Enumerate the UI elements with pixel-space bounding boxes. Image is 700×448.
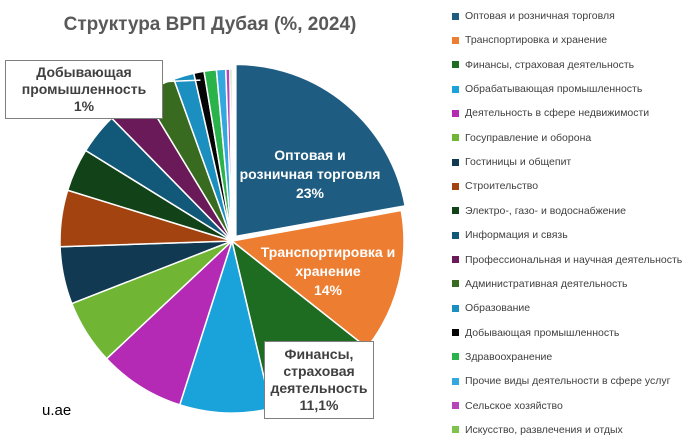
callout-mining-label: Добывающая промышленность (21, 64, 147, 97)
legend-label: Оптовая и розничная торговля (465, 10, 615, 22)
slice-label-2: Транспортировка и хранение 14% (261, 244, 395, 298)
legend-label: Искусство, развлечения и отдых (465, 423, 623, 436)
legend-item: Административная деятельность (452, 274, 627, 294)
legend-label: Электро-, газо- и водоснабжение (465, 204, 626, 217)
legend-item: Деятельность в сфере недвижимости (452, 103, 649, 123)
legend-item: Искусство, развлечения и отдых (452, 420, 623, 440)
legend-label: Деятельность в сфере недвижимости (465, 107, 650, 120)
legend-swatch (452, 402, 459, 410)
pie-slices (59, 63, 406, 414)
legend-item: Госуправление и оборона (452, 128, 591, 148)
legend-swatch (452, 207, 459, 215)
legend-swatch (452, 353, 459, 361)
chart-title: Структура ВРП Дубая (%, 2024) (63, 14, 357, 35)
legend-item: Здравоохранение (452, 347, 552, 367)
legend-swatch (452, 134, 459, 142)
callout-mining: Добывающая промышленность 1% (5, 60, 163, 119)
legend-label: Госуправление и оборона (465, 131, 592, 144)
legend-swatch (452, 36, 459, 44)
source-label: u.ae (42, 402, 72, 419)
legend-label: Сельское хозяйство (465, 399, 563, 412)
legend-label: Прочие виды деятельности в сфере услуг (465, 375, 671, 388)
legend-swatch (452, 61, 459, 69)
slice-label-1: Оптовая и розничная торговля 23% (240, 147, 381, 201)
legend-swatch (452, 377, 459, 385)
legend-swatch (452, 231, 459, 239)
legend-item: Профессиональная и научная деятельность (452, 250, 682, 270)
legend-item: Строительство (452, 176, 538, 196)
pie-slice-2 (230, 209, 405, 349)
legend-label: Финансы, страховая деятельность (465, 58, 635, 71)
legend-swatch (452, 158, 459, 166)
legend-swatch (452, 304, 459, 312)
legend-label: Информация и связь (465, 229, 568, 242)
callout-mining-value: 1% (73, 98, 95, 114)
legend-swatch (452, 85, 459, 93)
legend-swatch (452, 426, 459, 434)
pie-chart: Оптовая и розничная торговля 23% Транспорти… (59, 63, 406, 414)
legend-item: Добывающая промышленность (452, 323, 619, 343)
legend-item: Гостиницы и общепит (452, 152, 571, 172)
legend-item: Информация и связь (452, 225, 568, 245)
legend-label: Административная деятельность (465, 277, 628, 290)
legend-item: Оптовая и розничная торговля (452, 6, 615, 26)
legend-swatch (452, 256, 459, 263)
legend-item: Транспортировка и хранение (452, 30, 607, 50)
callout-finance-label: Финансы, страховая деятельность (270, 346, 368, 396)
inner-labels: Оптовая и розничная торговля 23% Транспорти… (240, 147, 396, 298)
legend-item: Электро-, газо- и водоснабжение (452, 201, 626, 221)
callout-finance-value: 11,1% (299, 397, 339, 413)
legend-label: Строительство (465, 180, 539, 193)
legend-item: Образование (452, 298, 530, 318)
legend-item: Сельское хозяйство (452, 396, 563, 416)
pie-slice-18 (229, 68, 233, 242)
legend-swatch (452, 280, 459, 288)
legend-label: Обрабатывающая промышленность (465, 83, 643, 96)
pie-slice-5 (105, 238, 234, 406)
legend-label: Образование (465, 302, 531, 315)
legend-label: Профессиональная и научная деятельность (465, 253, 683, 266)
legend-swatch (452, 12, 459, 20)
legend-item: Обрабатывающая промышленность (452, 79, 642, 99)
legend-swatch (452, 109, 459, 117)
callout-finance: Финансы, страховая деятельность 11,1% (264, 341, 374, 419)
legend-label: Добывающая промышленность (465, 326, 620, 339)
pie-slice-1 (235, 63, 406, 238)
legend-label: Гостиницы и общепит (465, 156, 572, 169)
legend-swatch (452, 329, 459, 337)
legend-label: Здравоохранение (465, 350, 553, 363)
legend-swatch (452, 182, 459, 190)
legend-item: Прочие виды деятельности в сфере услуг (452, 371, 670, 391)
legend-label: Транспортировка и хранение (465, 34, 608, 47)
legend-item: Финансы, страховая деятельность (452, 55, 634, 75)
